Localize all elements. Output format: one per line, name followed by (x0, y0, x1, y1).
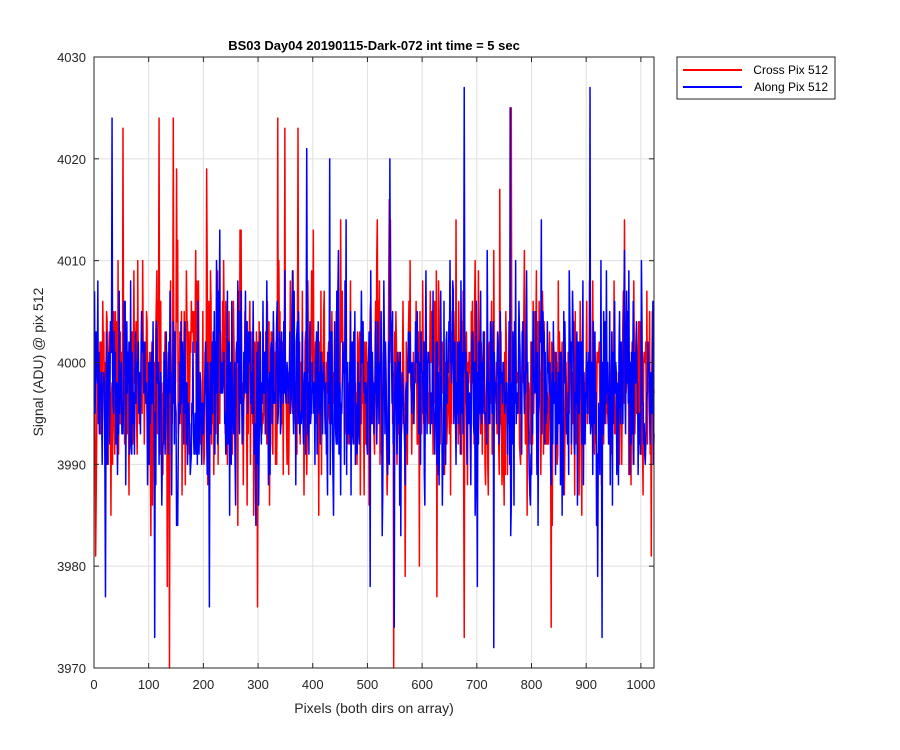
legend: Cross Pix 512 Along Pix 512 (676, 56, 836, 100)
legend-label-cross: Cross Pix 512 (753, 63, 828, 77)
y-axis-label: Signal (ADU) @ pix 512 (30, 287, 46, 436)
y-tick-label: 4020 (57, 152, 86, 167)
legend-label-along: Along Pix 512 (754, 80, 828, 94)
x-tick-label: 0 (90, 677, 97, 692)
y-tick-label: 3990 (57, 457, 86, 472)
tick-marks (93, 56, 654, 669)
y-tick-label: 4000 (57, 356, 86, 371)
x-tick-label: 600 (411, 677, 433, 692)
x-tick-label: 700 (466, 677, 488, 692)
x-tick-label: 500 (357, 677, 379, 692)
x-tick-label: 400 (302, 677, 324, 692)
x-tick-label: 900 (575, 677, 597, 692)
y-tick-label: 3970 (57, 661, 86, 676)
x-tick-label: 100 (138, 677, 160, 692)
y-tick-label: 4030 (57, 50, 86, 65)
series-line-along (93, 86, 655, 649)
x-tick-labels: 0 100 200 300 400 500 600 700 800 900 1000 (90, 677, 655, 692)
x-tick-label: 300 (247, 677, 269, 692)
y-tick-label: 4010 (57, 254, 86, 269)
y-tick-labels: 3970 3980 3990 4000 4010 4020 4030 (57, 50, 86, 676)
x-tick-label: 200 (193, 677, 215, 692)
x-tick-label: 1000 (626, 677, 655, 692)
y-tick-label: 3980 (57, 559, 86, 574)
chart-title: BS03 Day04 20190115-Dark-072 int time = … (228, 38, 520, 53)
legend-box (676, 56, 836, 100)
x-tick-label: 800 (521, 677, 543, 692)
series-layer (93, 86, 655, 669)
x-axis-label: Pixels (both dirs on array) (294, 700, 454, 716)
